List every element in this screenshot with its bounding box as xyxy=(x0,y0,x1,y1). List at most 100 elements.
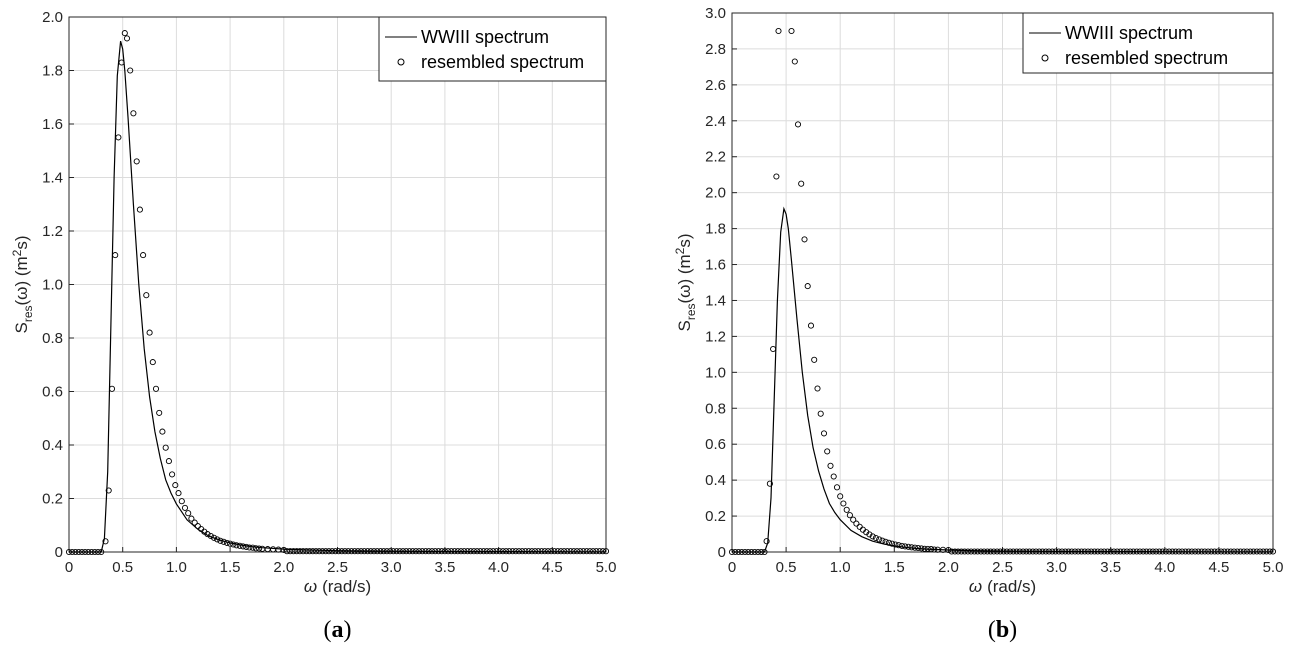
series-resembled xyxy=(65,30,610,556)
x-tick-label: 5.0 xyxy=(1263,559,1284,576)
legend-box xyxy=(378,16,607,82)
resembled-point xyxy=(341,548,349,555)
y-tick-label: 1.4 xyxy=(42,170,63,187)
resembled-point xyxy=(1000,548,1007,555)
resembled-point xyxy=(412,548,419,555)
resembled-point xyxy=(599,548,606,555)
x-tick-labels: 0 0.5 1.0 1.5 2.0 2.5 3.0 3.5 4.0 4.5 5.0 xyxy=(728,559,1284,576)
caption-letter: b xyxy=(996,617,1009,643)
resembled-point xyxy=(383,548,390,555)
resembled-point xyxy=(181,504,189,511)
resembled-point xyxy=(118,59,125,66)
resembled-point xyxy=(287,548,294,555)
resembled-point xyxy=(889,540,896,547)
resembled-point xyxy=(364,548,371,555)
resembled-point xyxy=(1185,548,1192,555)
resembled-point xyxy=(243,543,250,550)
resembled-point xyxy=(354,548,361,555)
resembled-point xyxy=(191,519,198,526)
x-tick-label: 0.5 xyxy=(776,559,797,576)
resembled-point xyxy=(387,548,394,555)
resembled-point xyxy=(1114,548,1121,555)
resembled-point xyxy=(123,35,131,42)
resembled-point xyxy=(480,548,487,555)
resembled-point xyxy=(146,329,153,336)
resembled-point xyxy=(879,537,886,544)
resembled-point xyxy=(544,548,552,555)
resembled-point xyxy=(316,548,323,555)
x-tick-label: 0 xyxy=(65,559,73,576)
resembled-point xyxy=(1195,548,1202,555)
resembled-point xyxy=(264,546,271,553)
resembled-point xyxy=(1214,548,1221,555)
resembled-point xyxy=(754,548,762,556)
caption-letter: a xyxy=(332,617,344,643)
resembled-point xyxy=(948,548,955,555)
resembled-point xyxy=(432,548,439,555)
resembled-point xyxy=(419,548,426,555)
resembled-point xyxy=(78,548,85,556)
chart-panel-a: 0 0.2 0.4 0.6 0.8 1.0 1.2 1.4 1.6 1.8 2.0 0 0.5 1.0 1… xyxy=(10,9,616,643)
y-axis-base: S xyxy=(675,320,694,331)
resembled-point xyxy=(1253,548,1260,555)
resembled-point xyxy=(811,356,818,363)
x-tick-label: 1.5 xyxy=(220,559,241,576)
resembled-point xyxy=(801,236,808,243)
x-tick-label: 4.0 xyxy=(488,559,509,576)
resembled-point xyxy=(728,548,736,556)
panel-caption: (a) xyxy=(324,617,352,643)
resembled-point xyxy=(1055,548,1062,555)
resembled-point xyxy=(1250,548,1257,555)
resembled-point xyxy=(580,548,587,555)
y-tick-label: 1.0 xyxy=(42,277,63,294)
resembled-point xyxy=(741,548,749,556)
resembled-point xyxy=(512,548,519,555)
resembled-point xyxy=(293,548,300,555)
resembled-point xyxy=(1026,548,1033,555)
x-tick-label: 2.5 xyxy=(327,559,348,576)
series-resembled xyxy=(728,27,1277,556)
resembled-point xyxy=(332,548,339,555)
resembled-point xyxy=(981,548,988,555)
resembled-point xyxy=(115,134,122,141)
resembled-point xyxy=(1153,548,1160,555)
resembled-point xyxy=(807,322,815,329)
resembled-point xyxy=(1130,548,1137,555)
x-tick-label: 4.5 xyxy=(542,559,563,576)
resembled-point xyxy=(246,544,253,551)
resembled-point xyxy=(535,548,542,555)
resembled-point xyxy=(227,540,234,547)
x-tick-label: 0.5 xyxy=(112,559,133,576)
resembled-point xyxy=(1179,548,1186,555)
legend-label-resembled: resembled spectrum xyxy=(1065,48,1228,68)
resembled-point xyxy=(990,548,997,555)
resembled-point xyxy=(85,548,92,556)
resembled-point xyxy=(1260,548,1267,555)
y-axis-tail: s) xyxy=(675,233,694,247)
resembled-point xyxy=(840,500,847,507)
resembled-point xyxy=(236,542,243,549)
resembled-point xyxy=(905,543,912,550)
grid-lines xyxy=(68,16,607,553)
legend: WWIII spectrum resembled spectrum xyxy=(378,16,607,82)
resembled-point xyxy=(1088,548,1095,555)
resembled-point xyxy=(283,548,291,555)
resembled-point xyxy=(1136,548,1143,555)
resembled-point xyxy=(422,548,429,555)
resembled-point xyxy=(850,516,857,523)
resembled-point xyxy=(1224,548,1231,555)
resembled-point xyxy=(1042,548,1049,555)
resembled-point xyxy=(393,548,400,555)
resembled-point xyxy=(1039,548,1046,555)
resembled-point xyxy=(554,548,561,555)
resembled-point xyxy=(856,523,863,530)
resembled-point xyxy=(185,510,192,517)
resembled-point xyxy=(406,548,413,555)
resembled-point xyxy=(1097,548,1105,555)
resembled-point xyxy=(1188,548,1195,555)
resembled-point xyxy=(496,548,503,555)
resembled-point xyxy=(791,58,798,65)
resembled-point xyxy=(820,430,828,437)
resembled-point xyxy=(1107,548,1114,555)
resembled-point xyxy=(532,548,539,555)
